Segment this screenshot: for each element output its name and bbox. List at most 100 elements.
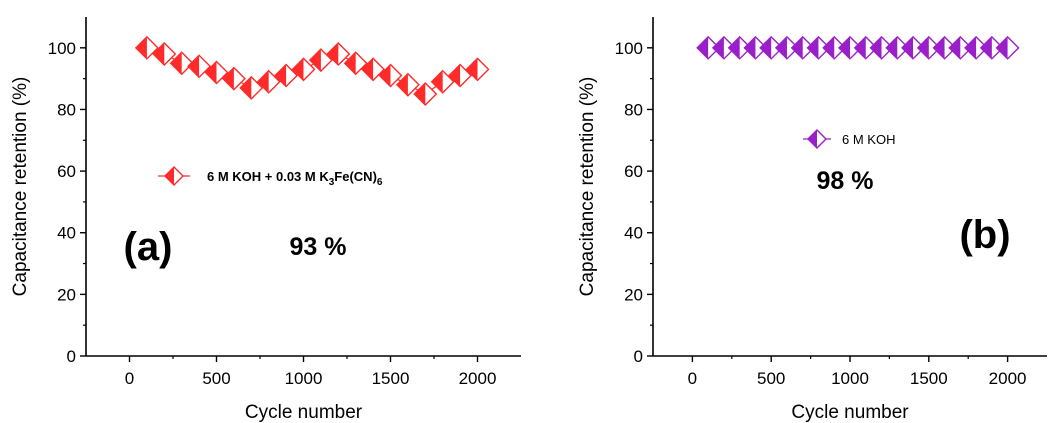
legend-text-main: 6 M KOH + 0.03 M K	[207, 169, 329, 184]
y-tick-label: 80	[57, 100, 76, 119]
y-tick-label: 60	[57, 162, 76, 181]
data-point	[696, 35, 721, 60]
data-point	[152, 41, 177, 66]
data-point	[291, 57, 316, 82]
marker-fill	[431, 70, 443, 93]
data-point	[430, 69, 455, 94]
data-point	[343, 51, 368, 76]
marker-fill	[775, 36, 787, 59]
data-point	[395, 72, 420, 97]
data-point	[413, 82, 438, 107]
data-point	[901, 35, 926, 60]
data-point	[361, 57, 386, 82]
data-point	[948, 35, 973, 60]
data-point	[806, 35, 831, 60]
marker-fill	[870, 36, 882, 59]
marker-fill	[712, 36, 724, 59]
marker-fill	[414, 83, 426, 106]
x-tick-label: 1000	[285, 369, 323, 388]
marker-fill	[854, 36, 866, 59]
data-point	[979, 35, 1004, 60]
data-point	[378, 63, 403, 88]
data-point	[838, 35, 862, 60]
x-tick-label: 1500	[372, 369, 410, 388]
x-tick-label: 2000	[989, 369, 1027, 388]
data-point	[995, 35, 1020, 60]
marker-fill	[165, 167, 174, 185]
data-point	[239, 75, 264, 100]
data-point	[743, 35, 768, 60]
data-point	[964, 35, 989, 60]
data-point	[274, 63, 299, 88]
marker-fill	[839, 36, 850, 59]
marker-fill	[396, 73, 408, 96]
legend-subscript: 6	[377, 177, 383, 188]
legend-label: 6 M KOH	[842, 132, 895, 147]
y-tick-label: 60	[624, 162, 643, 181]
marker-fill	[188, 55, 200, 78]
marker-fill	[697, 36, 709, 59]
data-point	[308, 48, 333, 73]
marker-fill	[327, 42, 339, 65]
data-point	[885, 35, 910, 60]
marker-fill	[791, 36, 803, 59]
panel-label: (b)	[959, 213, 1010, 257]
x-tick-label: 500	[202, 369, 230, 388]
marker-fill	[309, 49, 321, 72]
marker-fill	[153, 42, 165, 65]
x-tick-label: 0	[688, 369, 697, 388]
marker-fill	[949, 36, 961, 59]
y-tick-label: 0	[634, 347, 643, 366]
y-tick-label: 40	[624, 224, 643, 243]
marker-fill	[222, 67, 234, 90]
y-axis-title: Capacitance retention (%)	[10, 77, 31, 297]
x-tick-label: 0	[125, 369, 134, 388]
marker-fill	[135, 36, 147, 59]
data-point	[204, 60, 229, 85]
marker-fill	[449, 64, 461, 87]
x-tick-label: 1000	[831, 369, 869, 388]
marker-fill	[965, 36, 977, 59]
legend-label: 6 M KOH + 0.03 M K3Fe(CN)6	[207, 169, 383, 188]
marker-fill	[902, 36, 914, 59]
marker-fill	[744, 36, 756, 59]
marker-fill	[808, 130, 817, 148]
marker-fill	[466, 58, 478, 81]
marker-fill	[980, 36, 992, 59]
legend-subscript: 3	[329, 177, 335, 188]
marker-fill	[823, 36, 835, 59]
y-tick-label: 20	[57, 285, 76, 304]
legend-a: 6 M KOH + 0.03 M K3Fe(CN)6	[158, 166, 383, 188]
marker-fill	[807, 36, 819, 59]
y-tick-label: 100	[48, 39, 76, 58]
x-tick-label: 2000	[459, 369, 497, 388]
retention-annotation: 93 %	[290, 233, 347, 261]
marker-fill	[728, 36, 740, 59]
retention-annotation: 98 %	[817, 167, 874, 195]
y-tick-label: 100	[615, 39, 643, 58]
y-tick-label: 40	[57, 224, 76, 243]
marker-fill	[257, 70, 269, 93]
marker-fill	[760, 36, 772, 59]
data-point	[711, 35, 736, 60]
marker-fill	[362, 58, 374, 81]
marker-fill	[240, 76, 252, 99]
marker-fill	[933, 36, 945, 59]
x-tick-label: 1500	[910, 369, 948, 388]
y-axis-title: Capacitance retention (%)	[577, 77, 598, 297]
data-point	[727, 35, 752, 60]
y-tick-label: 0	[67, 347, 76, 366]
marker-fill	[379, 64, 391, 87]
y-tick-label: 80	[624, 100, 643, 119]
y-tick-label: 20	[624, 285, 643, 304]
marker-fill	[344, 52, 356, 75]
marker-fill	[170, 52, 182, 75]
marker-fill	[292, 58, 304, 81]
data-point	[759, 35, 784, 60]
legend-text-mid: Fe(CN)	[334, 169, 377, 184]
legend-marker	[164, 166, 184, 186]
data-point	[465, 57, 490, 82]
data-point	[774, 35, 799, 60]
